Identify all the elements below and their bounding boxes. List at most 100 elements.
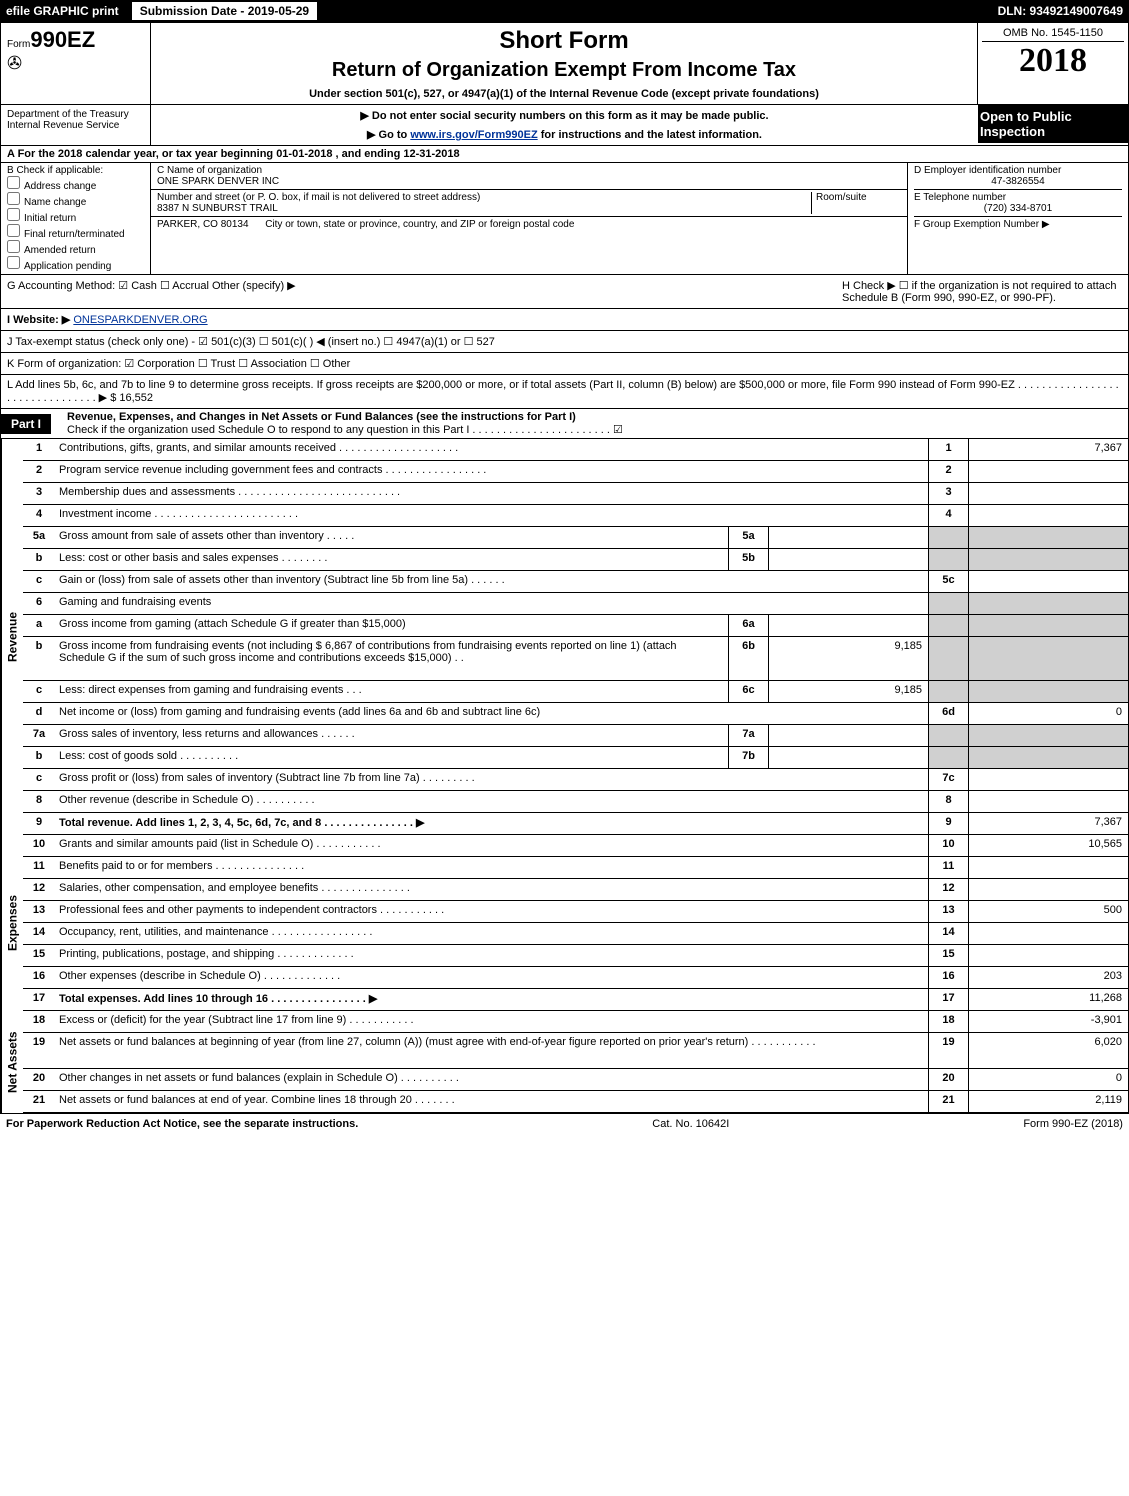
ln8-val (968, 791, 1128, 812)
ln6a-subval (768, 615, 928, 636)
form-header: Form990EZ ✇ Short Form Return of Organiz… (0, 22, 1129, 105)
short-form-title: Short Form (161, 27, 967, 55)
under-section-text: Under section 501(c), 527, or 4947(a)(1)… (161, 88, 967, 100)
chk-name-change[interactable] (7, 192, 20, 205)
instructions-cell: ▶ Do not enter social security numbers o… (151, 105, 978, 145)
dln-number: DLN: 93492149007649 (998, 4, 1129, 18)
ln6b-subval: 9,185 (768, 637, 928, 680)
tax-year: 2018 (982, 42, 1124, 80)
ln5c-desc: Gain or (loss) from sale of assets other… (55, 571, 928, 592)
chk-initial-return[interactable] (7, 208, 20, 221)
page-footer: For Paperwork Reduction Act Notice, see … (0, 1113, 1129, 1134)
ln17-num: 17 (23, 989, 55, 1010)
ln7a-subval (768, 725, 928, 746)
ln7a-num: 7a (23, 725, 55, 746)
irs-line: Internal Revenue Service (7, 120, 144, 131)
ln7c-num: c (23, 769, 55, 790)
ln9-desc: Total revenue. Add lines 1, 2, 3, 4, 5c,… (55, 813, 928, 834)
ln6c-box (928, 681, 968, 702)
part-1-label: Part I (1, 414, 51, 434)
ln1-box: 1 (928, 439, 968, 460)
ln7a-val (968, 725, 1128, 746)
ln6a-sub: 6a (728, 615, 768, 636)
ln9-box: 9 (928, 813, 968, 834)
open-public-badge: Open to Public Inspection (978, 105, 1128, 143)
dept-line: Department of the Treasury (7, 109, 144, 120)
ln6d-val: 0 (968, 703, 1128, 724)
ln3-num: 3 (23, 483, 55, 504)
ln15-box: 15 (928, 945, 968, 966)
ln19-num: 19 (23, 1033, 55, 1068)
ln5b-sub: 5b (728, 549, 768, 570)
ln6a-desc: Gross income from gaming (attach Schedul… (55, 615, 728, 636)
ln6c-val (968, 681, 1128, 702)
ln19-box: 19 (928, 1033, 968, 1068)
ln5b-box (928, 549, 968, 570)
ln16-num: 16 (23, 967, 55, 988)
form-990ez: 990EZ (30, 27, 95, 52)
dept-treasury: Department of the Treasury Internal Reve… (1, 105, 151, 145)
irs-eagle-icon: ✇ (7, 53, 144, 74)
open-public-cell: Open to Public Inspection (978, 105, 1128, 145)
group-exemption-label: F Group Exemption Number ▶ (914, 219, 1122, 230)
ln18-desc: Excess or (deficit) for the year (Subtra… (55, 1011, 928, 1032)
topbar: efile GRAPHIC print Submission Date - 20… (0, 0, 1129, 22)
chk-amended-return[interactable] (7, 240, 20, 253)
ln7b-val (968, 747, 1128, 768)
ln14-box: 14 (928, 923, 968, 944)
part-1-title: Revenue, Expenses, and Changes in Net As… (59, 411, 576, 423)
ln21-box: 21 (928, 1091, 968, 1112)
ln6-num: 6 (23, 593, 55, 614)
ln17-val: 11,268 (968, 989, 1128, 1010)
ln5b-subval (768, 549, 928, 570)
ln5c-num: c (23, 571, 55, 592)
ln6b-num: b (23, 637, 55, 680)
section-i-website: I Website: ▶ ONESPARKDENVER.ORG (0, 309, 1129, 331)
submission-date: Submission Date - 2019-05-29 (131, 1, 318, 21)
lbl-amended-return: Amended return (24, 245, 96, 256)
ln7b-num: b (23, 747, 55, 768)
accounting-method: G Accounting Method: ☑ Cash ☐ Accrual Ot… (7, 279, 296, 304)
ln7b-box (928, 747, 968, 768)
ln18-num: 18 (23, 1011, 55, 1032)
side-label-netassets: Net Assets (1, 1011, 23, 1113)
form-prefix: Form (7, 39, 30, 50)
ln7c-desc: Gross profit or (loss) from sales of inv… (55, 769, 928, 790)
chk-application-pending[interactable] (7, 256, 20, 269)
ln11-num: 11 (23, 857, 55, 878)
lbl-initial-return: Initial return (24, 213, 76, 224)
irs-link[interactable]: www.irs.gov/Form990EZ (410, 129, 537, 141)
section-j-tax-exempt: J Tax-exempt status (check only one) - ☑… (0, 331, 1129, 353)
ln11-box: 11 (928, 857, 968, 878)
room-suite-label: Room/suite (811, 192, 901, 214)
chk-final-return[interactable] (7, 224, 20, 237)
ln5a-box (928, 527, 968, 548)
ln7b-subval (768, 747, 928, 768)
form-title-cell: Short Form Return of Organization Exempt… (151, 23, 978, 104)
ln20-desc: Other changes in net assets or fund bala… (55, 1069, 928, 1090)
ln10-desc: Grants and similar amounts paid (list in… (55, 835, 928, 856)
ln5b-num: b (23, 549, 55, 570)
website-link[interactable]: ONESPARKDENVER.ORG (73, 314, 207, 326)
efile-print-button[interactable]: efile GRAPHIC print (0, 2, 125, 20)
ln6c-sub: 6c (728, 681, 768, 702)
ln7a-box (928, 725, 968, 746)
ln7a-desc: Gross sales of inventory, less returns a… (55, 725, 728, 746)
ln13-num: 13 (23, 901, 55, 922)
ln12-num: 12 (23, 879, 55, 900)
ln6c-desc: Less: direct expenses from gaming and fu… (55, 681, 728, 702)
part-1-grid: Revenue 1Contributions, gifts, grants, a… (0, 439, 1129, 1113)
ln18-val: -3,901 (968, 1011, 1128, 1032)
ln3-desc: Membership dues and assessments . . . . … (55, 483, 928, 504)
section-c-name-address: C Name of organization ONE SPARK DENVER … (151, 163, 908, 274)
website-label: I Website: ▶ (7, 314, 70, 326)
side-label-revenue: Revenue (1, 439, 23, 835)
chk-address-change[interactable] (7, 176, 20, 189)
return-title: Return of Organization Exempt From Incom… (161, 59, 967, 82)
ln2-desc: Program service revenue including govern… (55, 461, 928, 482)
ln8-num: 8 (23, 791, 55, 812)
part-1-check: Check if the organization used Schedule … (59, 424, 623, 436)
ln16-box: 16 (928, 967, 968, 988)
entity-info-block: B Check if applicable: Address change Na… (0, 163, 1129, 275)
ln10-val: 10,565 (968, 835, 1128, 856)
